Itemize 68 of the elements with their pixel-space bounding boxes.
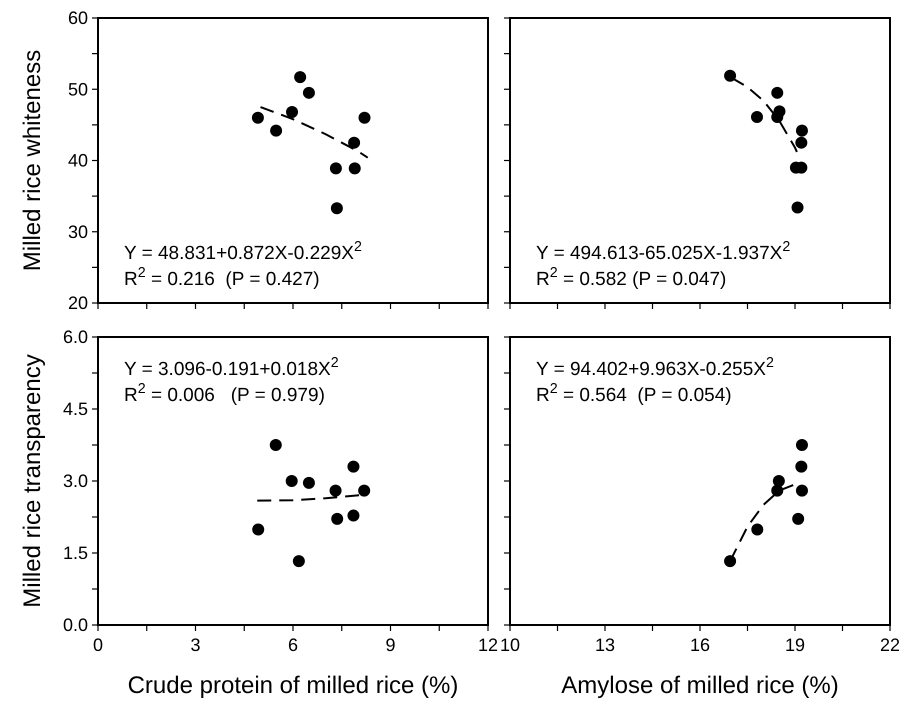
point [348,162,361,174]
annotation: R$^{2}$ = 0.564 (P = 0.054) [536,381,732,406]
y-tick-label: 1.5 [62,543,88,563]
annotation: Y = 48.831+0.872X-0.229X$^{2}$ [124,239,362,264]
y-tick-label: 4.5 [62,399,88,419]
point [348,136,360,149]
annotation: Y = 94.402+9.963X-0.255X$^{2}$ [536,355,774,380]
point [330,162,342,174]
annotation: R$^{2}$ = 0.216 (P = 0.427) [124,265,320,290]
y-axis-title: Milled rice transparency [19,354,46,608]
point [724,70,736,82]
x-tick-label: 10 [500,635,520,655]
point [795,136,808,149]
point [724,555,736,568]
point [330,484,342,497]
point [796,124,808,137]
line-series [260,106,369,159]
y-tick-label: 50 [68,79,88,100]
annotation: Y = 3.096-0.191+0.018X$^{2}$ [124,355,339,380]
y-tick-label: 20 [68,293,88,313]
annotation: R$^{2}$ = 0.006 (P = 0.979) [124,381,325,406]
point [286,106,298,118]
point [792,512,804,525]
point [358,484,370,497]
y-tick-label: 60 [68,8,88,28]
point [358,112,370,124]
point [771,484,784,497]
point [302,86,315,99]
point [772,475,785,487]
x-tick-label: 13 [594,635,616,655]
point [347,510,360,522]
point [302,476,315,489]
point [330,202,343,214]
x-tick-label: 6 [288,635,298,655]
point [795,460,808,473]
point [286,475,298,487]
point [751,523,764,536]
x-tick-label: 16 [690,635,710,655]
point [331,512,344,525]
point [792,202,804,214]
x-tick-label: 0 [92,635,104,655]
y-axis-title: Milled rice whiteness [19,50,46,272]
point [294,71,306,84]
point [270,124,282,137]
x-axis-title: Crude protein of milled rice (%) [128,672,458,699]
point [771,86,784,99]
annotation: R$^{2}$ = 0.582 (P = 0.047) [536,265,726,290]
point [751,111,763,124]
point [796,439,808,451]
y-tick-label: 0.0 [62,615,88,635]
y-tick-label: 30 [68,222,88,242]
point [270,439,282,451]
x-tick-label: 22 [880,635,900,655]
point [252,523,264,536]
y-tick-label: 6.0 [62,327,88,347]
point [347,460,360,473]
x-tick-label: 12 [478,635,498,655]
point [252,112,264,124]
y-tick-label: 40 [68,150,88,170]
point [796,484,808,497]
x-tick-label: 19 [784,635,806,655]
x-tick-label: 9 [385,635,396,655]
point [771,111,784,124]
annotation: Y = 494.613-65.025X-1.937X$^{2}$ [536,239,790,264]
x-axis-title: Amylose of milled rice (%) [561,672,839,699]
y-tick-label: 3.0 [62,471,88,491]
x-tick-label: 3 [190,635,201,655]
point [292,555,305,568]
